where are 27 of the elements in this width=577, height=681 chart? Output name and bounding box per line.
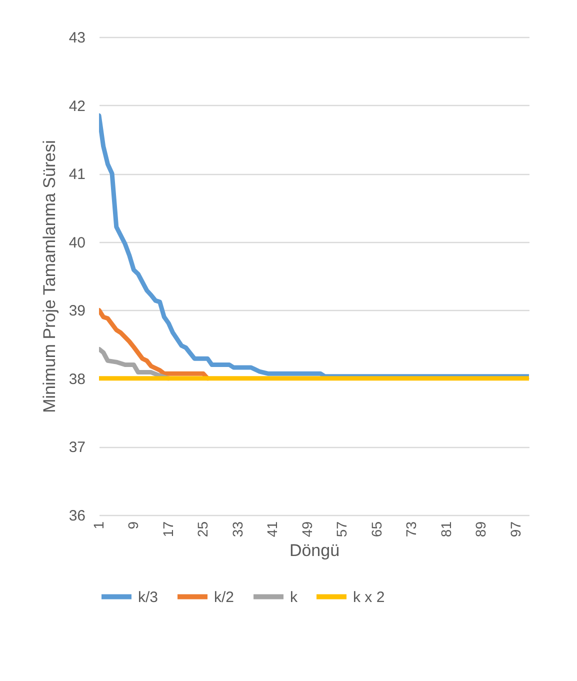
y-tick-label: 42 bbox=[68, 98, 86, 115]
legend-label: k/2 bbox=[214, 588, 234, 606]
x-tick-label: 49 bbox=[298, 521, 315, 538]
x-tick-label: 17 bbox=[160, 521, 176, 538]
x-tick-label: 89 bbox=[472, 521, 489, 538]
y-tick-label: 39 bbox=[68, 302, 86, 320]
y-tick-label: 40 bbox=[68, 234, 86, 252]
x-tick-label: 1 bbox=[90, 521, 106, 530]
x-tick-label: 25 bbox=[194, 521, 211, 538]
x-tick-label: 33 bbox=[229, 521, 246, 538]
x-tick-label: 73 bbox=[403, 521, 420, 538]
legend-label: k bbox=[290, 588, 298, 606]
x-tick-label: 65 bbox=[368, 521, 384, 538]
legend-label: k/3 bbox=[138, 588, 158, 606]
x-tick-label: 97 bbox=[507, 521, 524, 538]
y-tick-label: 37 bbox=[68, 439, 86, 456]
y-tick-label: 38 bbox=[68, 370, 86, 388]
legend-label: k x 2 bbox=[353, 588, 385, 606]
y-tick-label: 36 bbox=[68, 508, 86, 524]
x-tick-label: 41 bbox=[264, 521, 280, 538]
x-tick-label: 9 bbox=[125, 521, 142, 530]
y-tick-label: 43 bbox=[68, 30, 86, 46]
x-tick-label: 81 bbox=[438, 521, 454, 538]
x-axis-title: Döngü bbox=[289, 541, 340, 560]
x-tick-label: 57 bbox=[334, 521, 350, 538]
y-tick-label: 41 bbox=[68, 166, 86, 184]
y-axis-title: Minimum Proje Tamamlanma Süresi bbox=[40, 140, 59, 413]
